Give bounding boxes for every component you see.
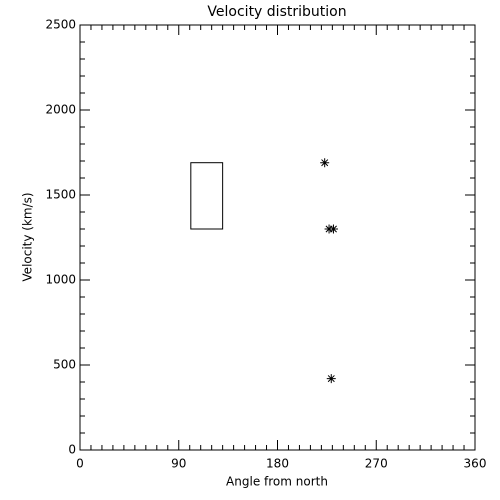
point	[326, 374, 336, 384]
x-tick-label: 90	[171, 457, 186, 471]
chart-title: Velocity distribution	[207, 4, 346, 20]
y-axis-label: Velocity (km/s)	[21, 192, 35, 281]
x-axis-label: Angle from north	[226, 475, 328, 489]
y-tick-label: 2000	[45, 103, 76, 117]
point	[320, 158, 330, 168]
y-tick-label: 1000	[45, 273, 76, 287]
x-tick-label: 360	[464, 457, 487, 471]
y-tick-label: 1500	[45, 188, 76, 202]
y-tick-label: 2500	[45, 18, 76, 32]
y-tick-label: 0	[68, 443, 76, 457]
y-tick-label: 500	[53, 358, 76, 372]
x-tick-label: 270	[365, 457, 388, 471]
plot-frame	[79, 24, 476, 451]
point	[328, 224, 338, 234]
range-box	[190, 162, 224, 230]
x-tick-label: 0	[76, 457, 84, 471]
x-tick-label: 180	[266, 457, 289, 471]
